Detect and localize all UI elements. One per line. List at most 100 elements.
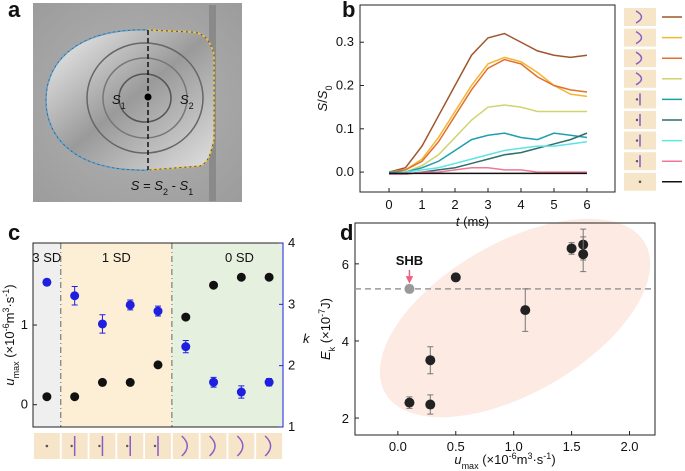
- photo: [33, 3, 242, 202]
- y-tick-label: 0.1: [336, 121, 354, 136]
- area-label-part: S: [112, 92, 121, 107]
- icon-arc: [635, 30, 643, 45]
- icon-arc: [635, 72, 643, 86]
- panel-letter: c: [8, 220, 20, 245]
- area-label-part: 2: [189, 101, 194, 111]
- icon-arc: [635, 10, 643, 24]
- x-axis-label-part: max: [462, 461, 480, 471]
- equation-part: 1: [188, 187, 193, 197]
- point: [42, 392, 52, 402]
- area-label: S2: [180, 92, 194, 111]
- point: [153, 306, 163, 316]
- y-axis-label-part: -1: [1, 289, 11, 297]
- point: [153, 360, 163, 370]
- icon-dot: [153, 444, 157, 448]
- equation-part: -: [168, 178, 180, 193]
- icon-dot: [70, 444, 73, 448]
- panel-letter: a: [8, 0, 21, 22]
- point: [42, 277, 52, 287]
- x-tick-label: 0: [385, 197, 392, 212]
- y2-tick-label: 4: [288, 235, 295, 250]
- x-tick-label: 0.5: [447, 439, 465, 454]
- icon: [624, 69, 656, 88]
- region-label: 1 SD: [102, 250, 131, 265]
- annotation: SHB: [396, 253, 423, 268]
- point: [404, 283, 415, 294]
- area-label-part: S: [180, 92, 189, 107]
- equation: S = S2 - S1: [131, 178, 193, 197]
- point: [425, 399, 436, 410]
- x-axis-label-part: -1: [543, 451, 551, 461]
- line: [388, 32, 588, 173]
- line: [389, 167, 587, 176]
- y-axis-label-part: S: [315, 102, 330, 111]
- point: [425, 355, 436, 366]
- icon: [624, 49, 656, 68]
- icon: [256, 433, 283, 459]
- y-axis-label: umax (×10-6m3·s-1): [1, 284, 21, 385]
- line: [389, 104, 587, 173]
- y-tick-label: 0.0: [336, 164, 354, 179]
- x-axis-label-part: 3: [527, 451, 532, 461]
- x-axis-label-part: ): [551, 452, 555, 467]
- region-label: 0 SD: [225, 250, 254, 265]
- y-axis-label-part: ): [2, 284, 17, 288]
- y-tick-label: 4: [342, 334, 349, 349]
- y-axis-label-part: -7: [317, 309, 327, 317]
- point: [236, 272, 246, 282]
- x-tick-label: 2: [451, 197, 458, 212]
- x-axis-label-part: t: [456, 214, 461, 229]
- plot-frame: [354, 222, 656, 436]
- region: [171, 243, 283, 427]
- x-tick-label: 2.0: [620, 439, 638, 454]
- x-tick-label: 1.5: [563, 439, 581, 454]
- point: [450, 272, 461, 283]
- y-axis-label-part: E: [318, 351, 333, 360]
- x-tick-label: 5: [550, 197, 557, 212]
- icon: [624, 28, 656, 47]
- x-axis-label-part: m: [517, 452, 528, 467]
- x-axis-label: umax (×10-6m3·s-1): [454, 451, 555, 471]
- icon-dot: [635, 139, 639, 142]
- x-axis-label-part: -6: [509, 451, 517, 461]
- x-axis-label-part: (ms): [460, 214, 490, 229]
- x-tick-label: 6: [583, 197, 590, 212]
- x-tick-label: 0.0: [389, 439, 407, 454]
- point: [566, 243, 577, 254]
- region: [60, 243, 172, 427]
- icon-arc: [181, 435, 189, 457]
- y2-axis-label: k: [303, 331, 311, 346]
- icon-arc: [236, 435, 244, 457]
- icon-arc: [209, 435, 216, 457]
- point: [70, 291, 80, 301]
- icon-dot: [98, 444, 101, 448]
- equation-part: S: [180, 178, 189, 193]
- y-tick-label: 0: [21, 397, 28, 412]
- x-tick-label: 3: [484, 197, 491, 212]
- y-axis-label-part: (×10: [2, 331, 17, 361]
- point: [97, 377, 107, 387]
- y2-tick-label: 2: [288, 358, 295, 373]
- x-axis-label-part: u: [454, 452, 461, 467]
- line: [388, 58, 588, 173]
- icon-dot: [635, 118, 639, 122]
- point: [209, 377, 219, 387]
- icon-dot: [126, 444, 129, 448]
- equation-part: =: [139, 178, 154, 193]
- x-axis-label: t (ms): [456, 214, 489, 229]
- equation-part: S: [131, 178, 140, 193]
- line: [389, 132, 588, 173]
- equation-part: S: [154, 178, 163, 193]
- y-axis-label-part: m: [2, 313, 17, 324]
- point: [125, 300, 135, 310]
- y-tick-label: 0.3: [336, 34, 354, 49]
- panel-letter: d: [340, 220, 353, 245]
- x-tick-label: 1: [418, 197, 425, 212]
- area-label-part: 1: [121, 101, 126, 111]
- line: [388, 141, 588, 175]
- point: [578, 249, 589, 260]
- icon-dot: [635, 160, 639, 163]
- x-axis-label-part: (×10: [479, 452, 509, 467]
- point: [70, 392, 80, 402]
